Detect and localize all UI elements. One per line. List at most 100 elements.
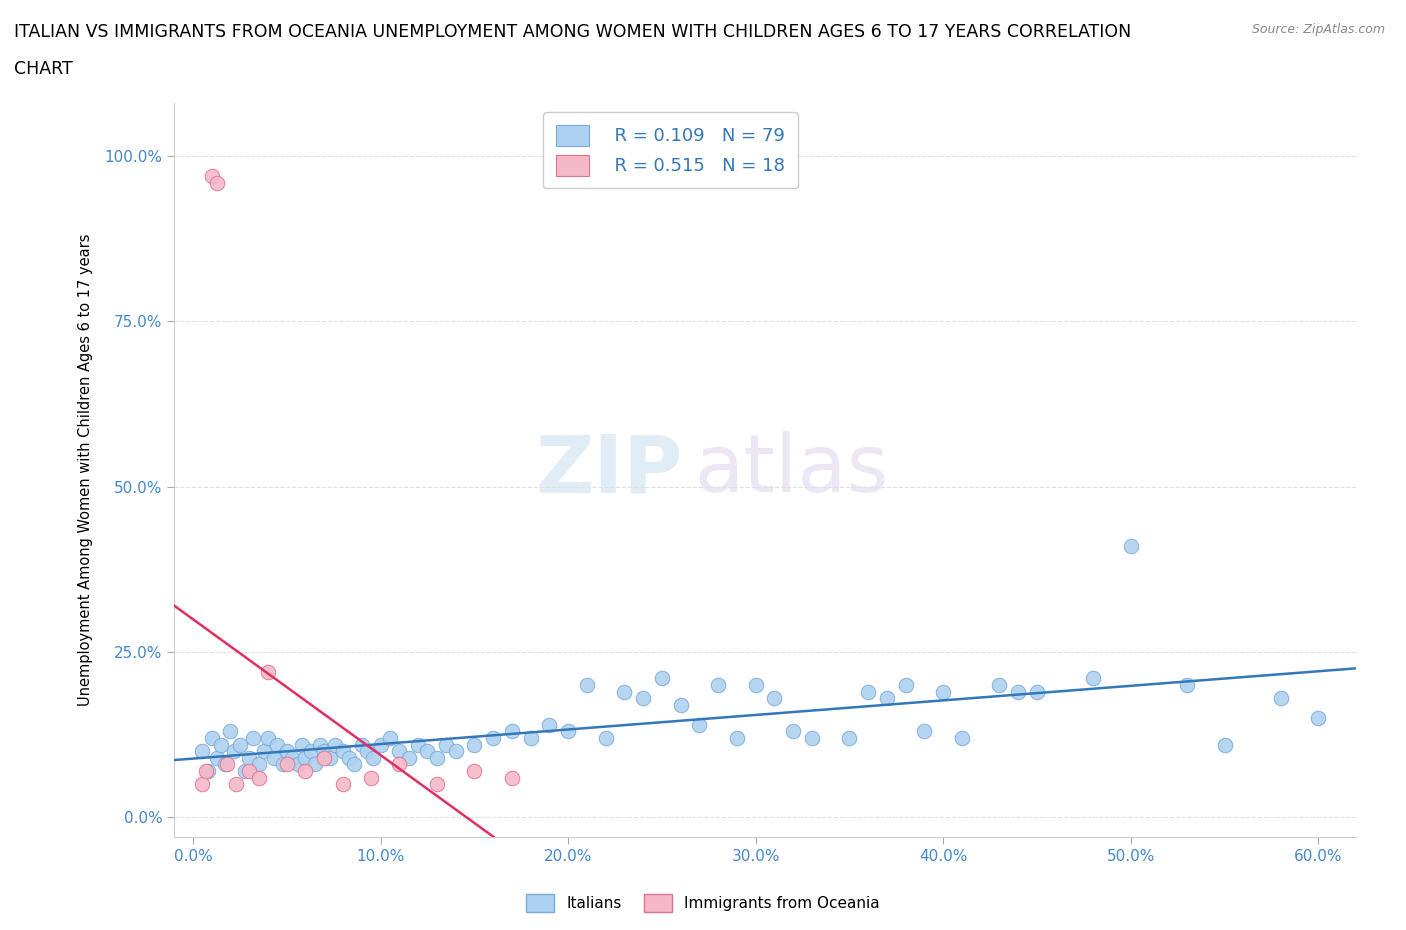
Point xyxy=(325,737,347,752)
Point xyxy=(406,737,429,752)
Point xyxy=(876,691,898,706)
Point xyxy=(247,770,270,785)
Point xyxy=(988,678,1011,693)
Point xyxy=(1119,538,1142,553)
Point xyxy=(782,724,804,738)
Point xyxy=(388,744,411,759)
Point xyxy=(314,751,336,765)
Legend: Italians, Immigrants from Oceania: Italians, Immigrants from Oceania xyxy=(520,888,886,918)
Point xyxy=(1007,684,1029,699)
Point xyxy=(350,737,373,752)
Point xyxy=(242,730,264,745)
Point xyxy=(575,678,598,693)
Point xyxy=(688,717,710,732)
Point xyxy=(651,671,673,685)
Point xyxy=(356,744,378,759)
Point xyxy=(332,744,354,759)
Point xyxy=(225,777,247,791)
Point xyxy=(444,744,467,759)
Point xyxy=(856,684,879,699)
Point xyxy=(1308,711,1330,725)
Point xyxy=(343,757,366,772)
Point xyxy=(332,777,354,791)
Point xyxy=(215,757,238,772)
Point xyxy=(238,751,260,765)
Point xyxy=(744,678,766,693)
Point xyxy=(319,751,342,765)
Point xyxy=(501,770,523,785)
Point xyxy=(337,751,360,765)
Point xyxy=(207,751,229,765)
Point xyxy=(838,730,860,745)
Point xyxy=(247,757,270,772)
Point xyxy=(238,764,260,778)
Point xyxy=(378,730,401,745)
Point xyxy=(276,757,298,772)
Point xyxy=(370,737,392,752)
Point xyxy=(519,730,541,745)
Point xyxy=(434,737,457,752)
Point xyxy=(191,777,214,791)
Point xyxy=(501,724,523,738)
Point xyxy=(426,777,449,791)
Point xyxy=(276,744,298,759)
Point xyxy=(388,757,411,772)
Point xyxy=(463,764,485,778)
Point xyxy=(1175,678,1198,693)
Point xyxy=(1026,684,1049,699)
Point xyxy=(197,764,219,778)
Point xyxy=(360,770,382,785)
Point xyxy=(201,730,224,745)
Point xyxy=(214,757,236,772)
Point xyxy=(1083,671,1105,685)
Point xyxy=(416,744,439,759)
Point xyxy=(299,744,322,759)
Point xyxy=(209,737,232,752)
Point xyxy=(281,751,304,765)
Point xyxy=(229,737,252,752)
Point xyxy=(271,757,294,772)
Point xyxy=(763,691,786,706)
Point xyxy=(725,730,748,745)
Point xyxy=(669,698,692,712)
Point xyxy=(201,168,224,183)
Point xyxy=(207,175,229,190)
Point xyxy=(287,757,309,772)
Point xyxy=(294,751,316,765)
Point xyxy=(538,717,561,732)
Point xyxy=(595,730,617,745)
Legend:   R = 0.109   N = 79,   R = 0.515   N = 18: R = 0.109 N = 79, R = 0.515 N = 18 xyxy=(544,113,797,189)
Point xyxy=(800,730,823,745)
Text: ITALIAN VS IMMIGRANTS FROM OCEANIA UNEMPLOYMENT AMONG WOMEN WITH CHILDREN AGES 6: ITALIAN VS IMMIGRANTS FROM OCEANIA UNEMP… xyxy=(14,23,1132,41)
Point xyxy=(361,751,384,765)
Point xyxy=(253,744,276,759)
Point xyxy=(482,730,505,745)
Point xyxy=(426,751,449,765)
Point xyxy=(631,691,654,706)
Point xyxy=(195,764,218,778)
Point xyxy=(557,724,579,738)
Point xyxy=(257,730,280,745)
Point xyxy=(266,737,288,752)
Point xyxy=(191,744,214,759)
Point xyxy=(932,684,955,699)
Point xyxy=(950,730,973,745)
Point xyxy=(304,757,326,772)
Point xyxy=(707,678,730,693)
Point xyxy=(309,737,332,752)
Text: Source: ZipAtlas.com: Source: ZipAtlas.com xyxy=(1251,23,1385,36)
Point xyxy=(224,744,246,759)
Y-axis label: Unemployment Among Women with Children Ages 6 to 17 years: Unemployment Among Women with Children A… xyxy=(79,234,93,707)
Point xyxy=(1213,737,1236,752)
Point xyxy=(263,751,285,765)
Point xyxy=(613,684,636,699)
Text: CHART: CHART xyxy=(14,60,73,78)
Point xyxy=(398,751,420,765)
Point xyxy=(914,724,936,738)
Point xyxy=(257,664,280,679)
Point xyxy=(294,764,316,778)
Point xyxy=(291,737,314,752)
Point xyxy=(1270,691,1292,706)
Point xyxy=(314,744,336,759)
Point xyxy=(894,678,917,693)
